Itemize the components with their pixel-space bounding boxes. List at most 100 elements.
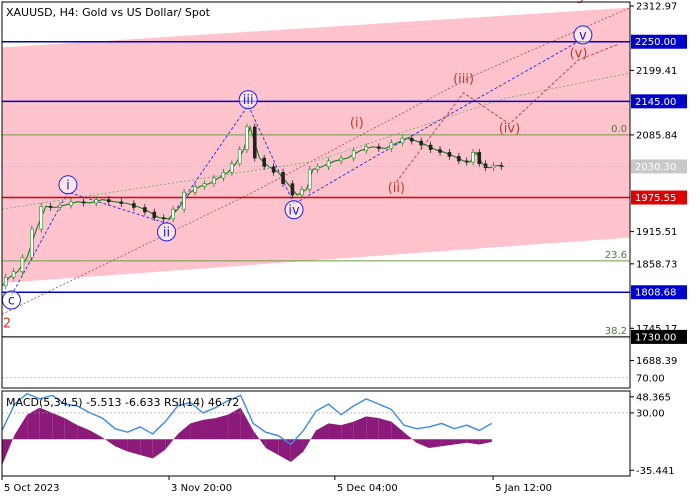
level-tag-4	[631, 329, 687, 344]
macd-bar-14	[177, 423, 191, 440]
wave-label-red-1: (ii)	[388, 181, 405, 196]
level-tag-2	[631, 190, 687, 205]
macd-bar-11	[140, 439, 153, 459]
candle-body-27	[262, 157, 266, 167]
candle-body-8	[69, 201, 73, 206]
y-tick-label-0: 2312.97	[636, 1, 677, 12]
level-tag-label-2: 1975.55	[635, 193, 676, 204]
current-price-tag	[631, 159, 687, 174]
candle-body-1	[3, 277, 8, 287]
candle-body-33	[315, 166, 320, 170]
candle-body-42	[419, 140, 423, 146]
macd-bar-0	[2, 434, 15, 466]
candle-body-2	[11, 271, 16, 278]
macd-bar-30	[378, 418, 392, 440]
macd-bar-5	[64, 418, 78, 440]
candle-body-19	[193, 186, 197, 193]
candle-body-21	[212, 177, 216, 184]
candle-body-13	[132, 203, 136, 208]
macd-bar-28	[353, 416, 367, 440]
macd-bar-13	[165, 433, 178, 450]
wave-label-red-2: (iii)	[453, 72, 474, 87]
candle-body-41	[409, 137, 414, 142]
wave-circle-2	[238, 90, 258, 110]
candle-body-11	[106, 199, 111, 203]
macd-bar-21	[265, 439, 279, 455]
macd-bar-18	[228, 407, 241, 440]
wave-label-blue-0: i	[66, 178, 70, 193]
wave-label-red-3: (iv)	[499, 122, 520, 137]
macd-bar-31	[391, 421, 404, 440]
candle-body-48	[471, 152, 475, 163]
candle-body-5	[39, 206, 44, 230]
candle-body-9	[81, 201, 86, 204]
candle-body-32	[307, 169, 312, 190]
macd-bar-25	[316, 423, 329, 440]
candle-body-29	[281, 171, 285, 184]
wave-label-blue-5: c	[8, 294, 15, 309]
wave-label-red-6: 2	[3, 316, 11, 331]
y-tick-label-6: 1688.39	[636, 356, 677, 367]
level-tag-0	[631, 34, 687, 49]
macd-y-tick-label-0: 48.365	[636, 392, 671, 403]
wave-label-blue-1: ii	[163, 225, 170, 240]
guide-line-1	[1, 72, 631, 210]
fib-label-1: 23.6	[605, 250, 627, 261]
macd-bar-12	[152, 439, 166, 459]
candle-body-49	[477, 152, 482, 165]
candle-body-50	[483, 163, 488, 169]
candle-body-52	[499, 165, 504, 167]
candle-body-16	[161, 217, 166, 220]
main-panel: 0.023.638.2iiiiiiivvc(i)(ii)(iii)(iv)(v)…	[1, 0, 631, 338]
wave-label-blue-4: v	[579, 28, 587, 43]
candle-body-10	[94, 199, 98, 204]
candle-body-20	[202, 183, 207, 187]
level-tag-label-4: 1730.00	[635, 332, 676, 343]
candle-body-15	[152, 211, 157, 219]
rsi-y-tick-label-0: 70.00	[636, 373, 665, 384]
macd-bar-36	[454, 439, 467, 445]
fib-label-0: 0.0	[611, 124, 627, 135]
level-tag-label-1: 2145.00	[635, 97, 676, 108]
macd-bar-23	[290, 439, 304, 462]
wave-label-red-5: 3	[576, 0, 584, 7]
y-tick-label-2: 2085.84	[636, 130, 677, 141]
level-tag-label-3: 1808.68	[635, 288, 676, 299]
candle-body-3	[20, 257, 25, 272]
candle-body-35	[339, 157, 343, 162]
y-tick-label-5: 1745.17	[636, 324, 677, 335]
candle-body-34	[326, 160, 331, 167]
candle-body-18	[182, 191, 186, 210]
macd-bar-20	[253, 430, 266, 448]
macd-frame	[1, 390, 631, 477]
x-tick-label-2: 5 Dec 04:00	[337, 483, 398, 494]
candle-body-23	[230, 163, 234, 173]
candle-body-40	[400, 137, 405, 144]
main-frame	[1, 1, 631, 389]
level-tag-3	[631, 285, 687, 300]
wave-label-blue-2: iii	[243, 93, 254, 108]
candle-body-24	[237, 149, 242, 165]
chart-title: XAUUSD, H4: Gold vs US Dollar/ Spot	[6, 6, 211, 19]
y-tick-label-4: 1858.73	[636, 259, 677, 270]
wave-circle-3	[284, 200, 304, 220]
wave-circle-1	[157, 222, 177, 242]
macd-bar-33	[416, 439, 430, 448]
candle-body-47	[464, 160, 469, 163]
candle-body-25	[245, 126, 249, 150]
macd-bar-27	[341, 421, 354, 440]
macd-bar-3	[39, 407, 53, 440]
candle-body-6	[48, 206, 53, 208]
macd-bar-26	[328, 423, 342, 440]
macd-bar-1	[14, 414, 28, 440]
y-tick-label-3: 1915.51	[636, 227, 677, 238]
x-tick-label-3: 5 Jan 12:00	[495, 483, 552, 494]
candle-body-36	[351, 150, 356, 159]
macd-label: MACD(5,34,5) -5.513 -6.633 RSI(14) 46.72	[6, 396, 239, 409]
candle-body-22	[221, 171, 226, 179]
candle-body-7	[58, 204, 62, 208]
level-tag-1	[631, 94, 687, 109]
macd-bar-10	[127, 439, 141, 455]
level-tag-label-0: 2250.00	[635, 37, 676, 48]
